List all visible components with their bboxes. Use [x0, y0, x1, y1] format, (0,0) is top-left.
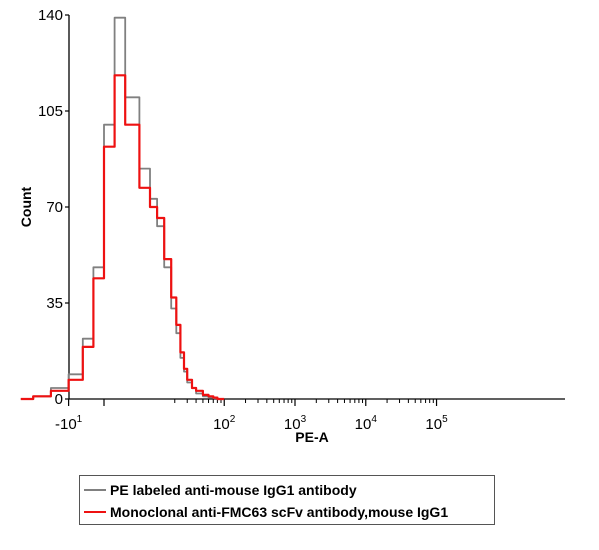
y-tick-label: 105: [38, 103, 63, 120]
x-tick-label: 102: [213, 414, 236, 433]
y-tick-label: 70: [46, 199, 63, 216]
series-line-sample: [20, 74, 225, 401]
legend-label-sample: Monoclonal anti-FMC63 scFv antibody,mous…: [110, 504, 449, 520]
series-layer: [20, 16, 225, 401]
y-axis-ticks: 0 35 70 105 140: [38, 7, 69, 408]
legend-swatch-gray: [84, 489, 106, 491]
legend-swatch-red: [84, 511, 106, 513]
y-tick-label: 0: [55, 391, 63, 408]
y-tick-label: 140: [38, 7, 63, 24]
x-tick-label: -101: [55, 414, 83, 433]
legend-item-control: PE labeled anti-mouse IgG1 antibody: [84, 479, 357, 501]
x-axis-title: PE-A: [295, 429, 328, 445]
legend-label-control: PE labeled anti-mouse IgG1 antibody: [110, 482, 357, 498]
x-tick-label: 103: [284, 414, 307, 433]
y-tick-label: 35: [46, 295, 63, 312]
x-tick-label: 105: [425, 414, 448, 433]
plot-frame: [68, 15, 565, 400]
legend-item-sample: Monoclonal anti-FMC63 scFv antibody,mous…: [84, 501, 448, 523]
x-tick-label: 104: [355, 414, 378, 433]
y-axis-title: Count: [18, 186, 34, 227]
legend: PE labeled anti-mouse IgG1 antibody Mono…: [79, 475, 495, 525]
x-axis-ticks: -101 102 103 104 105: [55, 399, 448, 433]
